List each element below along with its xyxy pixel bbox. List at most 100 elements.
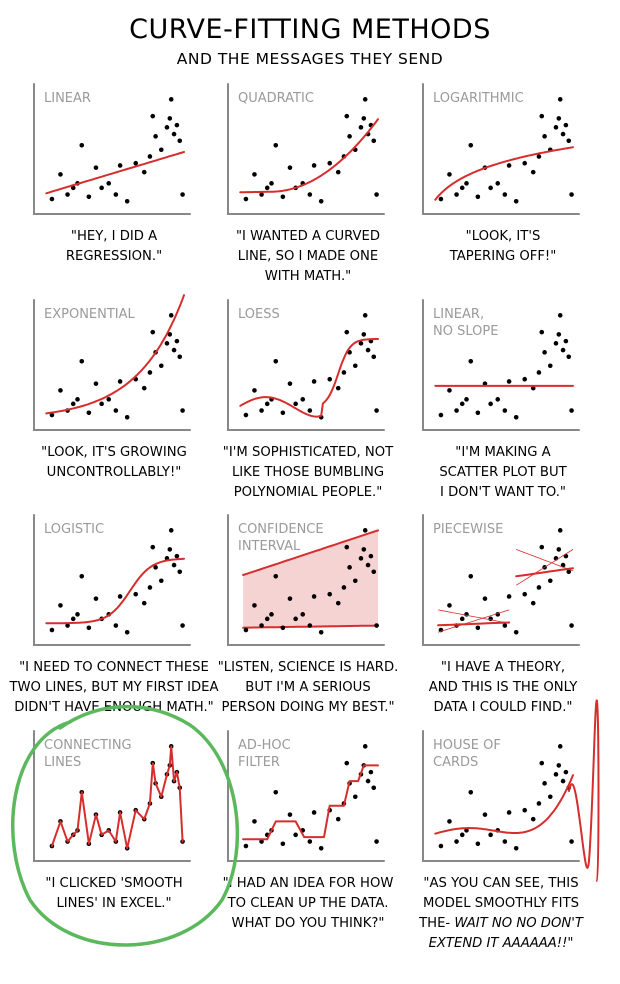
data-point [174,122,180,128]
data-point [259,839,264,844]
data-point [371,569,377,575]
panel-caption: PERSON DOING MY BEST." [221,700,394,715]
data-point [539,113,545,119]
data-point [556,332,562,337]
data-point [488,401,493,407]
data-point [133,591,139,597]
data-point [557,97,563,102]
data-point [361,547,367,552]
data-point [522,376,528,382]
panel-caption: "AS YOU CAN SEE, THIS [423,876,578,891]
data-point [506,163,512,168]
data-point [58,388,63,393]
data-point [86,194,92,200]
data-point [167,547,173,552]
data-point [530,385,536,391]
runaway-curve [568,699,600,882]
panel-title: FILTER [238,755,280,770]
panel-title: CONFIDENCE [238,522,324,537]
data-point [167,116,173,121]
data-point [147,154,153,159]
data-point [164,341,170,346]
data-point [368,769,374,775]
data-point [459,616,465,622]
data-point [362,97,368,102]
data-point [566,569,572,575]
data-point [547,363,553,369]
data-point [171,131,177,137]
panel-title: LOGARITHMIC [433,91,524,106]
panel-title: LOESS [238,307,280,322]
data-point [557,313,563,318]
data-point [171,347,177,353]
data-point [75,397,80,402]
data-point [553,772,559,777]
data-point [513,414,519,420]
fit-curve [239,118,379,194]
data-point [65,192,70,197]
data-point [482,812,488,817]
data-point [70,616,76,622]
data-point [553,341,559,346]
data-point [124,198,130,204]
data-point [293,832,298,838]
data-point [168,97,174,102]
panel-title: QUADRATIC [238,91,314,106]
data-point [556,116,562,121]
data-point [293,616,298,622]
data-point [171,562,177,568]
data-point [547,794,553,800]
data-point [293,401,298,407]
data-point [307,408,313,413]
data-point [468,573,474,579]
panel-caption: TO CLEAN UP THE DATA. [227,896,389,911]
data-point [506,594,512,599]
data-point [180,408,185,413]
data-point [167,332,173,337]
data-point [58,172,63,177]
data-point [243,627,249,633]
data-point [459,185,465,191]
data-point [362,313,368,318]
data-point [488,832,493,838]
panel-title: LINEAR, [433,307,484,322]
data-point [158,578,164,584]
data-point [93,381,99,386]
data-point [495,397,501,402]
data-point [365,562,371,568]
data-point [347,134,352,139]
data-point [287,596,293,601]
data-point [459,832,465,838]
data-point [361,116,367,121]
panel-title: NO SLOPE [433,324,498,339]
data-point [133,160,139,166]
panel-caption: WHAT DO YOU THINK?" [232,916,385,931]
data-point [344,329,350,335]
data-point [341,585,347,590]
data-point [327,160,333,166]
panel-caption: LINES' IN EXCEL." [56,896,171,911]
data-point [352,578,358,584]
panel-caption: UNCONTROLLABLY!" [47,465,182,480]
data-point [117,379,123,384]
highlight-circle [11,704,240,947]
fit-curve [50,745,184,850]
data-point [335,169,341,175]
data-point [49,627,55,633]
panel-title: PIECEWISE [433,522,503,537]
data-point [259,192,264,197]
data-point [539,760,545,766]
data-point [180,192,185,197]
data-point [113,623,119,628]
data-point [280,841,286,847]
data-point [147,370,153,375]
data-point [269,181,274,186]
data-point [318,629,324,635]
data-point [454,408,459,413]
data-point [252,603,257,608]
panel-title: EXPONENTIAL [44,307,136,322]
data-point [280,625,286,631]
page-subtitle: AND THE MESSAGES THEY SEND [176,50,444,68]
data-point [447,603,452,608]
